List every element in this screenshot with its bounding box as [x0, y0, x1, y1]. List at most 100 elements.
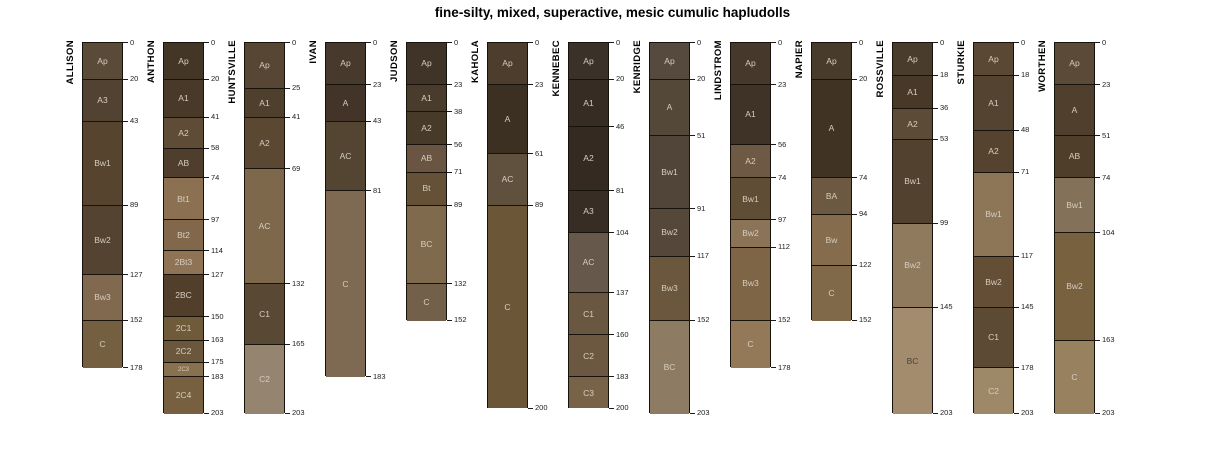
depth-tick	[528, 42, 533, 43]
horizon-label: A1	[178, 92, 189, 103]
depth-tick-label: 165	[292, 339, 305, 349]
depth-tick-label: 74	[778, 172, 787, 182]
depth-tick-label: 74	[211, 172, 220, 182]
horizon-judson-c: C	[407, 284, 446, 321]
horizon-kenridge-a: A	[650, 79, 689, 137]
profile-column-kenridge: Ap A Bw1 Bw2 Bw3 BC	[649, 42, 690, 414]
depth-tick-label: 0	[1102, 37, 1107, 47]
depth-tick-label: 38	[454, 106, 463, 116]
depth-tick-label: 127	[211, 269, 224, 279]
depth-tick	[447, 283, 452, 285]
horizon-sturkie-a2: A2	[974, 130, 1013, 173]
depth-tick	[852, 177, 857, 179]
depth-tick-label: 20	[859, 74, 868, 84]
horizon-label: A1	[745, 109, 756, 120]
depth-tick	[1014, 367, 1019, 369]
depth-tick-label: 51	[1102, 130, 1111, 140]
depth-tick-label: 0	[373, 37, 378, 47]
horizon-worthen-ap: Ap	[1055, 43, 1094, 86]
depth-tick	[1014, 129, 1019, 131]
depth-tick	[285, 116, 290, 118]
depth-tick-label: 23	[778, 79, 787, 89]
depth-tick-label: 203	[940, 408, 953, 418]
depth-tick	[123, 78, 128, 80]
horizon-label: BC	[906, 355, 919, 366]
horizon-label: Ap	[1069, 58, 1080, 69]
depth-tick	[204, 78, 209, 80]
horizon-worthen-a: A	[1055, 85, 1094, 137]
horizon-label: Ap	[421, 58, 432, 69]
depth-tick-label: 97	[778, 214, 787, 224]
depth-tick-label: 41	[292, 112, 301, 122]
depth-tick	[609, 376, 614, 378]
depth-tick-label: 127	[130, 269, 143, 279]
horizon-kahola-ap: Ap	[488, 43, 527, 86]
depth-tick-label: 53	[940, 134, 949, 144]
depth-tick	[447, 42, 452, 43]
depth-tick	[609, 42, 614, 43]
horizon-ivan-a: A	[326, 85, 365, 122]
depth-tick-label: 89	[454, 200, 463, 210]
depth-tick	[447, 319, 452, 321]
horizon-label: AB	[1068, 151, 1081, 162]
depth-tick	[1014, 306, 1019, 308]
horizon-allison-ap: Ap	[83, 43, 122, 80]
horizon-anthon-2c2: 2C2	[164, 340, 203, 363]
horizon-label: Bw2	[904, 260, 921, 271]
horizon-allison-bw1: Bw1	[83, 121, 122, 206]
depth-tick-label: 178	[1021, 362, 1034, 372]
horizon-label: Ap	[907, 53, 918, 64]
depth-tick	[609, 190, 614, 192]
depth-tick	[690, 42, 695, 43]
horizon-huntsville-c2: C2	[245, 344, 284, 414]
depth-tick	[609, 292, 614, 294]
depth-tick-label: 56	[778, 139, 787, 149]
horizon-ivan-ap: Ap	[326, 43, 365, 86]
depth-tick	[366, 120, 371, 122]
horizon-sturkie-c1: C1	[974, 307, 1013, 369]
depth-tick	[1095, 84, 1100, 86]
horizon-label: BC	[420, 239, 433, 250]
depth-tick-label: 163	[211, 335, 224, 345]
horizon-label: 2C1	[175, 323, 192, 334]
depth-tick-label: 104	[616, 227, 629, 237]
horizon-label: C	[1071, 372, 1078, 383]
horizon-huntsville-ac: AC	[245, 169, 284, 285]
horizon-label: C	[99, 339, 106, 350]
depth-tick	[285, 42, 290, 43]
horizon-label: C	[504, 301, 511, 312]
horizon-kenridge-bc: BC	[650, 320, 689, 414]
depth-tick-label: 51	[697, 130, 706, 140]
horizon-anthon-a2: A2	[164, 117, 203, 149]
horizon-label: BA	[825, 190, 838, 201]
profile-name-anthon: ANTHON	[146, 40, 157, 84]
profile-name-kahola: KAHOLA	[470, 40, 481, 84]
depth-tick-label: 0	[940, 37, 945, 47]
depth-tick	[528, 153, 533, 155]
horizon-label: Bw2	[1066, 281, 1083, 292]
depth-tick	[771, 219, 776, 221]
horizon-worthen-bw1: Bw1	[1055, 178, 1094, 234]
horizon-judson-bt: Bt	[407, 172, 446, 206]
depth-tick	[123, 367, 128, 369]
profile-name-rossville: ROSSVILLE	[875, 40, 886, 98]
horizon-label: A3	[97, 94, 108, 105]
profile-column-napier: Ap A BA Bw C	[811, 42, 852, 321]
depth-tick-label: 0	[535, 37, 540, 47]
depth-tick	[933, 306, 938, 308]
profile-name-allison: ALLISON	[65, 40, 76, 85]
horizon-label: A2	[988, 145, 999, 156]
horizon-kennebec-a2: A2	[569, 127, 608, 192]
depth-tick	[771, 177, 776, 179]
depth-tick-label: 0	[1021, 37, 1026, 47]
horizon-kahola-a: A	[488, 85, 527, 155]
horizon-label: Bt2	[177, 230, 190, 241]
depth-tick	[123, 204, 128, 206]
depth-tick-label: 58	[211, 143, 220, 153]
depth-tick-label: 137	[616, 287, 629, 297]
depth-tick	[204, 274, 209, 276]
horizon-label: Bw1	[94, 157, 111, 168]
horizon-label: A1	[421, 92, 432, 103]
horizon-label: C1	[583, 308, 594, 319]
depth-tick	[933, 412, 938, 414]
